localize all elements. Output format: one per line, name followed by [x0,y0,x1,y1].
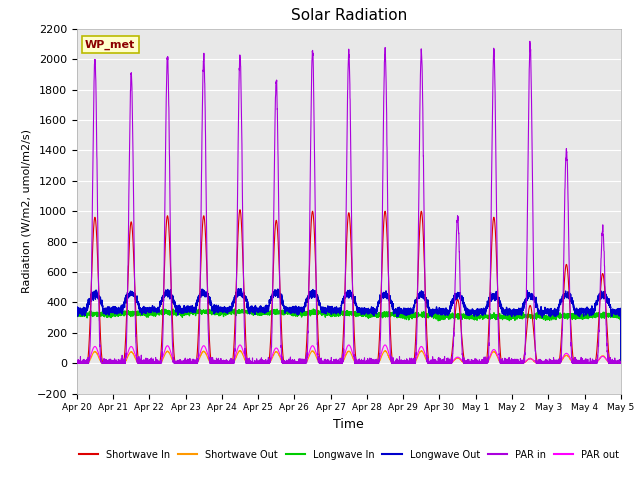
Y-axis label: Radiation (W/m2, umol/m2/s): Radiation (W/m2, umol/m2/s) [21,129,31,293]
X-axis label: Time: Time [333,418,364,431]
Legend: Shortwave In, Shortwave Out, Longwave In, Longwave Out, PAR in, PAR out: Shortwave In, Shortwave Out, Longwave In… [75,446,623,464]
Title: Solar Radiation: Solar Radiation [291,9,407,24]
Text: WP_met: WP_met [85,40,135,50]
